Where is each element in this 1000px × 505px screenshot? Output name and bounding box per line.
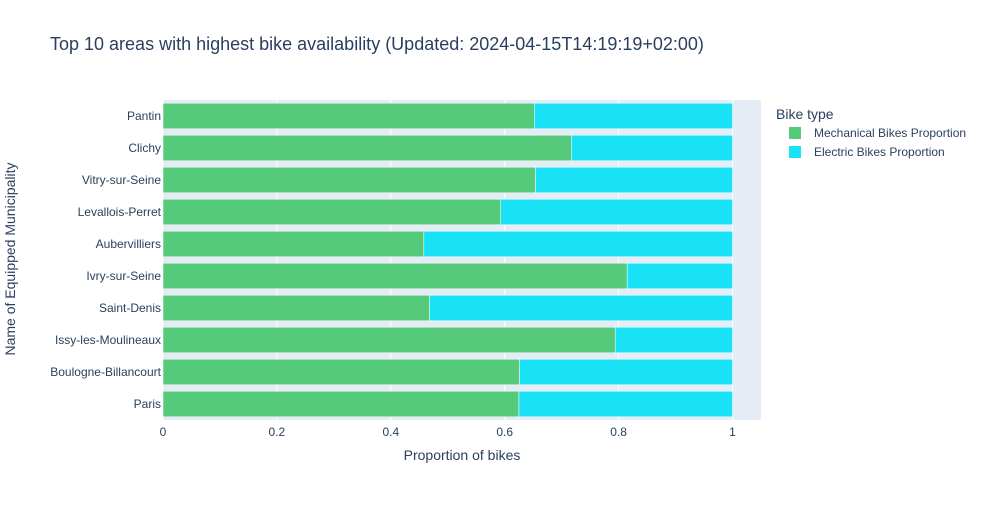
bar-vitry-sur-seine-mechanical[interactable] <box>162 166 536 194</box>
bars <box>162 102 733 418</box>
legend-swatch-mechanical[interactable] <box>789 127 801 139</box>
y-tick-label: Ivry-sur-Seine <box>86 269 161 283</box>
y-tick-label: Aubervilliers <box>96 237 161 251</box>
bar-clichy-mechanical[interactable] <box>162 134 572 162</box>
bar-clichy-electric[interactable] <box>571 134 733 162</box>
bar-vitry-sur-seine-electric[interactable] <box>535 166 733 194</box>
y-tick-label: Clichy <box>128 141 161 155</box>
legend-title: Bike type <box>776 106 834 122</box>
chart-title: Top 10 areas with highest bike availabil… <box>50 34 704 54</box>
y-tick-label: Pantin <box>127 109 161 123</box>
bar-paris-electric[interactable] <box>518 390 733 418</box>
bar-aubervilliers-mechanical[interactable] <box>162 230 425 258</box>
bar-ivry-sur-seine-mechanical[interactable] <box>162 262 628 290</box>
bar-levallois-perret-electric[interactable] <box>500 198 733 226</box>
legend-swatch-electric[interactable] <box>789 146 801 158</box>
x-tick-label: 0.2 <box>269 425 286 439</box>
x-tick-label: 0 <box>160 425 167 439</box>
y-tick-label: Boulogne-Billancourt <box>50 365 161 379</box>
bar-boulogne-billancourt-electric[interactable] <box>519 358 733 386</box>
bar-aubervilliers-electric[interactable] <box>423 230 733 258</box>
legend-label-mechanical[interactable]: Mechanical Bikes Proportion <box>814 126 966 140</box>
bar-paris-mechanical[interactable] <box>162 390 520 418</box>
bar-pantin-electric[interactable] <box>534 102 733 130</box>
legend: Bike type Mechanical Bikes Proportion Ele… <box>776 106 966 159</box>
y-axis-ticks: Pantin Clichy Vitry-sur-Seine Levallois-Per… <box>50 109 161 411</box>
x-axis-ticks: 0 0.2 0.4 0.6 0.8 1 <box>160 425 737 439</box>
x-axis-title: Proportion of bikes <box>404 447 521 463</box>
bar-ivry-sur-seine-electric[interactable] <box>626 262 733 290</box>
bar-saint-denis-electric[interactable] <box>429 294 733 322</box>
y-tick-label: Issy-les-Moulineaux <box>55 333 161 347</box>
x-tick-label: 0.6 <box>496 425 513 439</box>
y-axis-title: Name of Equipped Municipality <box>2 163 18 356</box>
bar-boulogne-billancourt-mechanical[interactable] <box>162 358 520 386</box>
legend-label-electric[interactable]: Electric Bikes Proportion <box>814 145 945 159</box>
bar-pantin-mechanical[interactable] <box>162 102 535 130</box>
bar-levallois-perret-mechanical[interactable] <box>162 198 501 226</box>
bar-issy-les-moulineaux-electric[interactable] <box>614 326 733 354</box>
x-tick-label: 0.8 <box>610 425 627 439</box>
y-tick-label: Saint-Denis <box>99 301 161 315</box>
x-tick-label: 0.4 <box>382 425 399 439</box>
y-tick-label: Levallois-Perret <box>78 205 162 219</box>
bar-issy-les-moulineaux-mechanical[interactable] <box>162 326 616 354</box>
bar-saint-denis-mechanical[interactable] <box>162 294 430 322</box>
y-tick-label: Vitry-sur-Seine <box>82 173 161 187</box>
x-tick-label: 1 <box>729 425 736 439</box>
y-tick-label: Paris <box>134 397 161 411</box>
